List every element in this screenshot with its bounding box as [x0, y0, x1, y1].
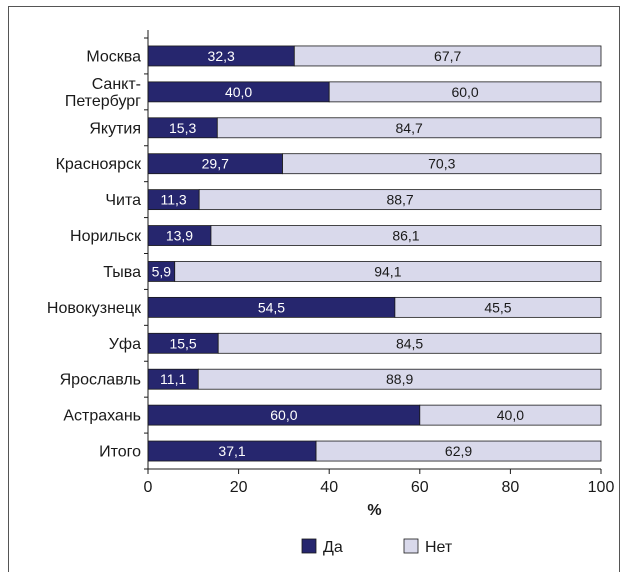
data-label-da: 15,5	[169, 335, 196, 351]
data-label-net: 40,0	[497, 407, 524, 423]
bar-segment-net	[216, 117, 602, 139]
category-label: Тыва	[103, 264, 141, 281]
bar-segment-net	[282, 153, 602, 175]
bar-segment-net	[210, 225, 602, 246]
data-label-da: 40,0	[225, 84, 252, 100]
category-label: Москва	[86, 48, 141, 65]
data-label-net: 70,3	[428, 156, 455, 172]
legend-swatch-net	[403, 538, 419, 554]
legend-label-da: Да	[323, 539, 343, 556]
bar-segment-net	[217, 332, 602, 354]
category-label: Итого	[99, 444, 141, 461]
data-label-net: 67,7	[434, 48, 461, 64]
category-label: Новокузнецк	[47, 300, 142, 317]
category-label: Ярославль	[60, 372, 141, 389]
category-label: Санкт-Петербург	[65, 76, 141, 110]
data-label-da: 29,7	[202, 156, 229, 172]
x-tick-label: 60	[411, 479, 429, 496]
x-tick-label: 0	[144, 479, 153, 496]
bar-segment-net	[315, 440, 602, 462]
data-label-da: 13,9	[166, 228, 193, 244]
x-axis-title: %	[367, 502, 381, 519]
bar-segment-net	[419, 404, 602, 426]
bar-segment-net	[198, 189, 602, 211]
data-label-da: 32,3	[208, 48, 235, 64]
category-label: Якутия	[89, 120, 141, 137]
category-label: Уфа	[109, 336, 141, 353]
data-label-net: 84,7	[396, 120, 423, 136]
data-label-net: 60,0	[451, 84, 478, 100]
data-label-net: 84,5	[396, 335, 423, 351]
data-label-net: 94,1	[374, 263, 401, 279]
x-tick-label: 40	[320, 479, 338, 496]
data-label-net: 86,1	[392, 228, 419, 244]
x-tick-label: 20	[230, 479, 248, 496]
bar-segment-net	[197, 368, 602, 390]
legend-swatch-da	[301, 538, 317, 554]
bar-segment-net	[293, 45, 602, 67]
category-label: Норильск	[70, 228, 142, 245]
data-label-da: 11,1	[160, 371, 186, 387]
category-label: Красноярск	[56, 156, 142, 173]
data-label-da: 15,3	[169, 120, 196, 136]
data-label-da: 60,0	[270, 407, 297, 423]
data-label-da: 37,1	[218, 443, 245, 459]
category-label: Чита	[105, 192, 141, 209]
data-label-da: 11,3	[160, 192, 186, 208]
bar-segment-net	[328, 81, 602, 103]
data-label-net: 62,9	[445, 443, 472, 459]
legend-label-net: Нет	[425, 539, 453, 556]
data-label-net: 45,5	[484, 299, 511, 315]
x-tick-label: 80	[502, 479, 520, 496]
data-label-net: 88,7	[386, 192, 413, 208]
bar-segment-net	[174, 261, 602, 282]
data-label-net: 88,9	[386, 371, 413, 387]
data-label-da: 5,9	[152, 263, 172, 279]
category-label: Астрахань	[63, 408, 141, 425]
data-label-da: 54,5	[258, 299, 285, 315]
x-tick-label: 100	[588, 479, 615, 496]
bar-segment-net	[394, 296, 602, 318]
